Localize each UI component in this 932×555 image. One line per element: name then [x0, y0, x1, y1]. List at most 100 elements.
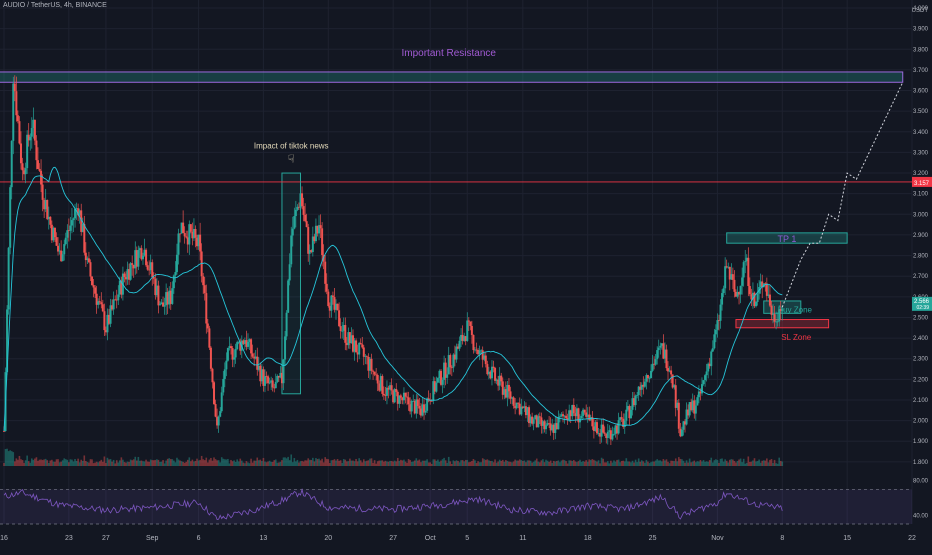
volume-bar — [650, 462, 652, 466]
candle-body — [146, 265, 149, 270]
volume-bar — [681, 459, 683, 466]
candle-body — [756, 293, 759, 302]
candle-body — [95, 293, 98, 305]
candle-body — [574, 413, 577, 417]
volume-bar — [214, 459, 217, 466]
candle-body — [612, 433, 615, 435]
volume-bar — [614, 461, 617, 466]
volume-bar — [566, 463, 569, 466]
volume-bar — [545, 459, 547, 466]
volume-bar — [23, 462, 25, 466]
candle-body — [605, 433, 608, 439]
volume-bar — [330, 460, 333, 466]
volume-bar — [659, 460, 662, 466]
volume-bar — [60, 461, 62, 466]
candle-body — [92, 285, 95, 288]
candle-body — [145, 249, 148, 266]
volume-bar — [207, 462, 209, 466]
volume-bar — [83, 455, 86, 466]
volume-bar — [457, 460, 459, 466]
candle-body — [634, 395, 637, 406]
candle-body — [41, 184, 44, 200]
volume-bar — [21, 460, 24, 466]
volume-bar — [105, 462, 107, 466]
candle-body — [19, 143, 22, 164]
volume-bar — [704, 461, 706, 466]
candle-body — [427, 398, 430, 401]
volume-bar — [259, 459, 262, 466]
candle-body — [98, 301, 101, 303]
volume-bar — [569, 460, 572, 466]
volume-bar — [410, 461, 413, 466]
candle-body — [367, 356, 370, 371]
volume-bar — [610, 460, 612, 466]
candle-body — [684, 421, 686, 425]
volume-bar — [535, 458, 538, 466]
candle-body — [294, 209, 297, 217]
candle-body — [469, 321, 472, 326]
candle-body — [308, 250, 311, 254]
candle-body — [741, 277, 744, 286]
volume-bar — [511, 462, 513, 466]
volume-bar — [742, 458, 745, 466]
volume-bar — [506, 460, 509, 466]
volume-bar — [463, 461, 465, 466]
volume-bar — [142, 461, 144, 466]
candle-body — [63, 244, 66, 255]
candle-body — [438, 370, 441, 379]
candle-body — [543, 421, 546, 430]
volume-bar — [441, 459, 444, 466]
volume-bar — [529, 460, 532, 466]
tp1-label: TP 1 — [777, 234, 796, 244]
volume-bar — [230, 459, 232, 466]
candle-body — [356, 352, 359, 355]
volume-bar — [304, 460, 306, 466]
candle-body — [458, 340, 461, 349]
volume-bar — [631, 460, 634, 466]
candle-body — [148, 269, 151, 271]
candle-body — [370, 358, 373, 371]
candle-body — [537, 416, 540, 428]
volume-bar — [758, 459, 760, 466]
candle-body — [626, 406, 629, 410]
volume-bar — [486, 459, 489, 466]
volume-bar — [336, 459, 339, 466]
candle-body — [463, 336, 466, 341]
candle-body — [152, 276, 155, 279]
candle-body — [498, 375, 501, 386]
volume-bar — [273, 460, 276, 466]
volume-bar — [15, 458, 18, 466]
candle-body — [761, 281, 764, 288]
volume-bar — [501, 459, 504, 466]
volume-bar — [245, 461, 248, 466]
candle-body — [191, 231, 194, 239]
volume-bar — [398, 460, 401, 466]
volume-bar — [208, 459, 211, 466]
candle-body — [396, 391, 399, 404]
volume-bar — [63, 458, 66, 466]
volume-bar — [43, 459, 45, 466]
volume-bar — [162, 460, 164, 466]
volume-bar — [119, 460, 121, 466]
x-tick-label: 15 — [843, 535, 851, 542]
volume-bar — [640, 460, 643, 466]
volume-bar — [64, 459, 67, 466]
volume-bar — [356, 461, 359, 466]
candle-body — [748, 286, 751, 295]
volume-bar — [159, 461, 161, 466]
candle-body — [711, 348, 714, 352]
volume-bar — [346, 461, 348, 466]
volume-bar — [401, 460, 404, 466]
volume-bar — [417, 460, 419, 466]
volume-bar — [319, 460, 322, 466]
candle-body — [657, 347, 660, 351]
volume-bar — [749, 461, 751, 466]
volume-bar — [690, 462, 692, 466]
candle-body — [531, 416, 534, 424]
candle-body — [314, 225, 317, 242]
candle-body — [3, 430, 5, 432]
candle-body — [293, 216, 296, 229]
candle-body — [44, 199, 47, 210]
